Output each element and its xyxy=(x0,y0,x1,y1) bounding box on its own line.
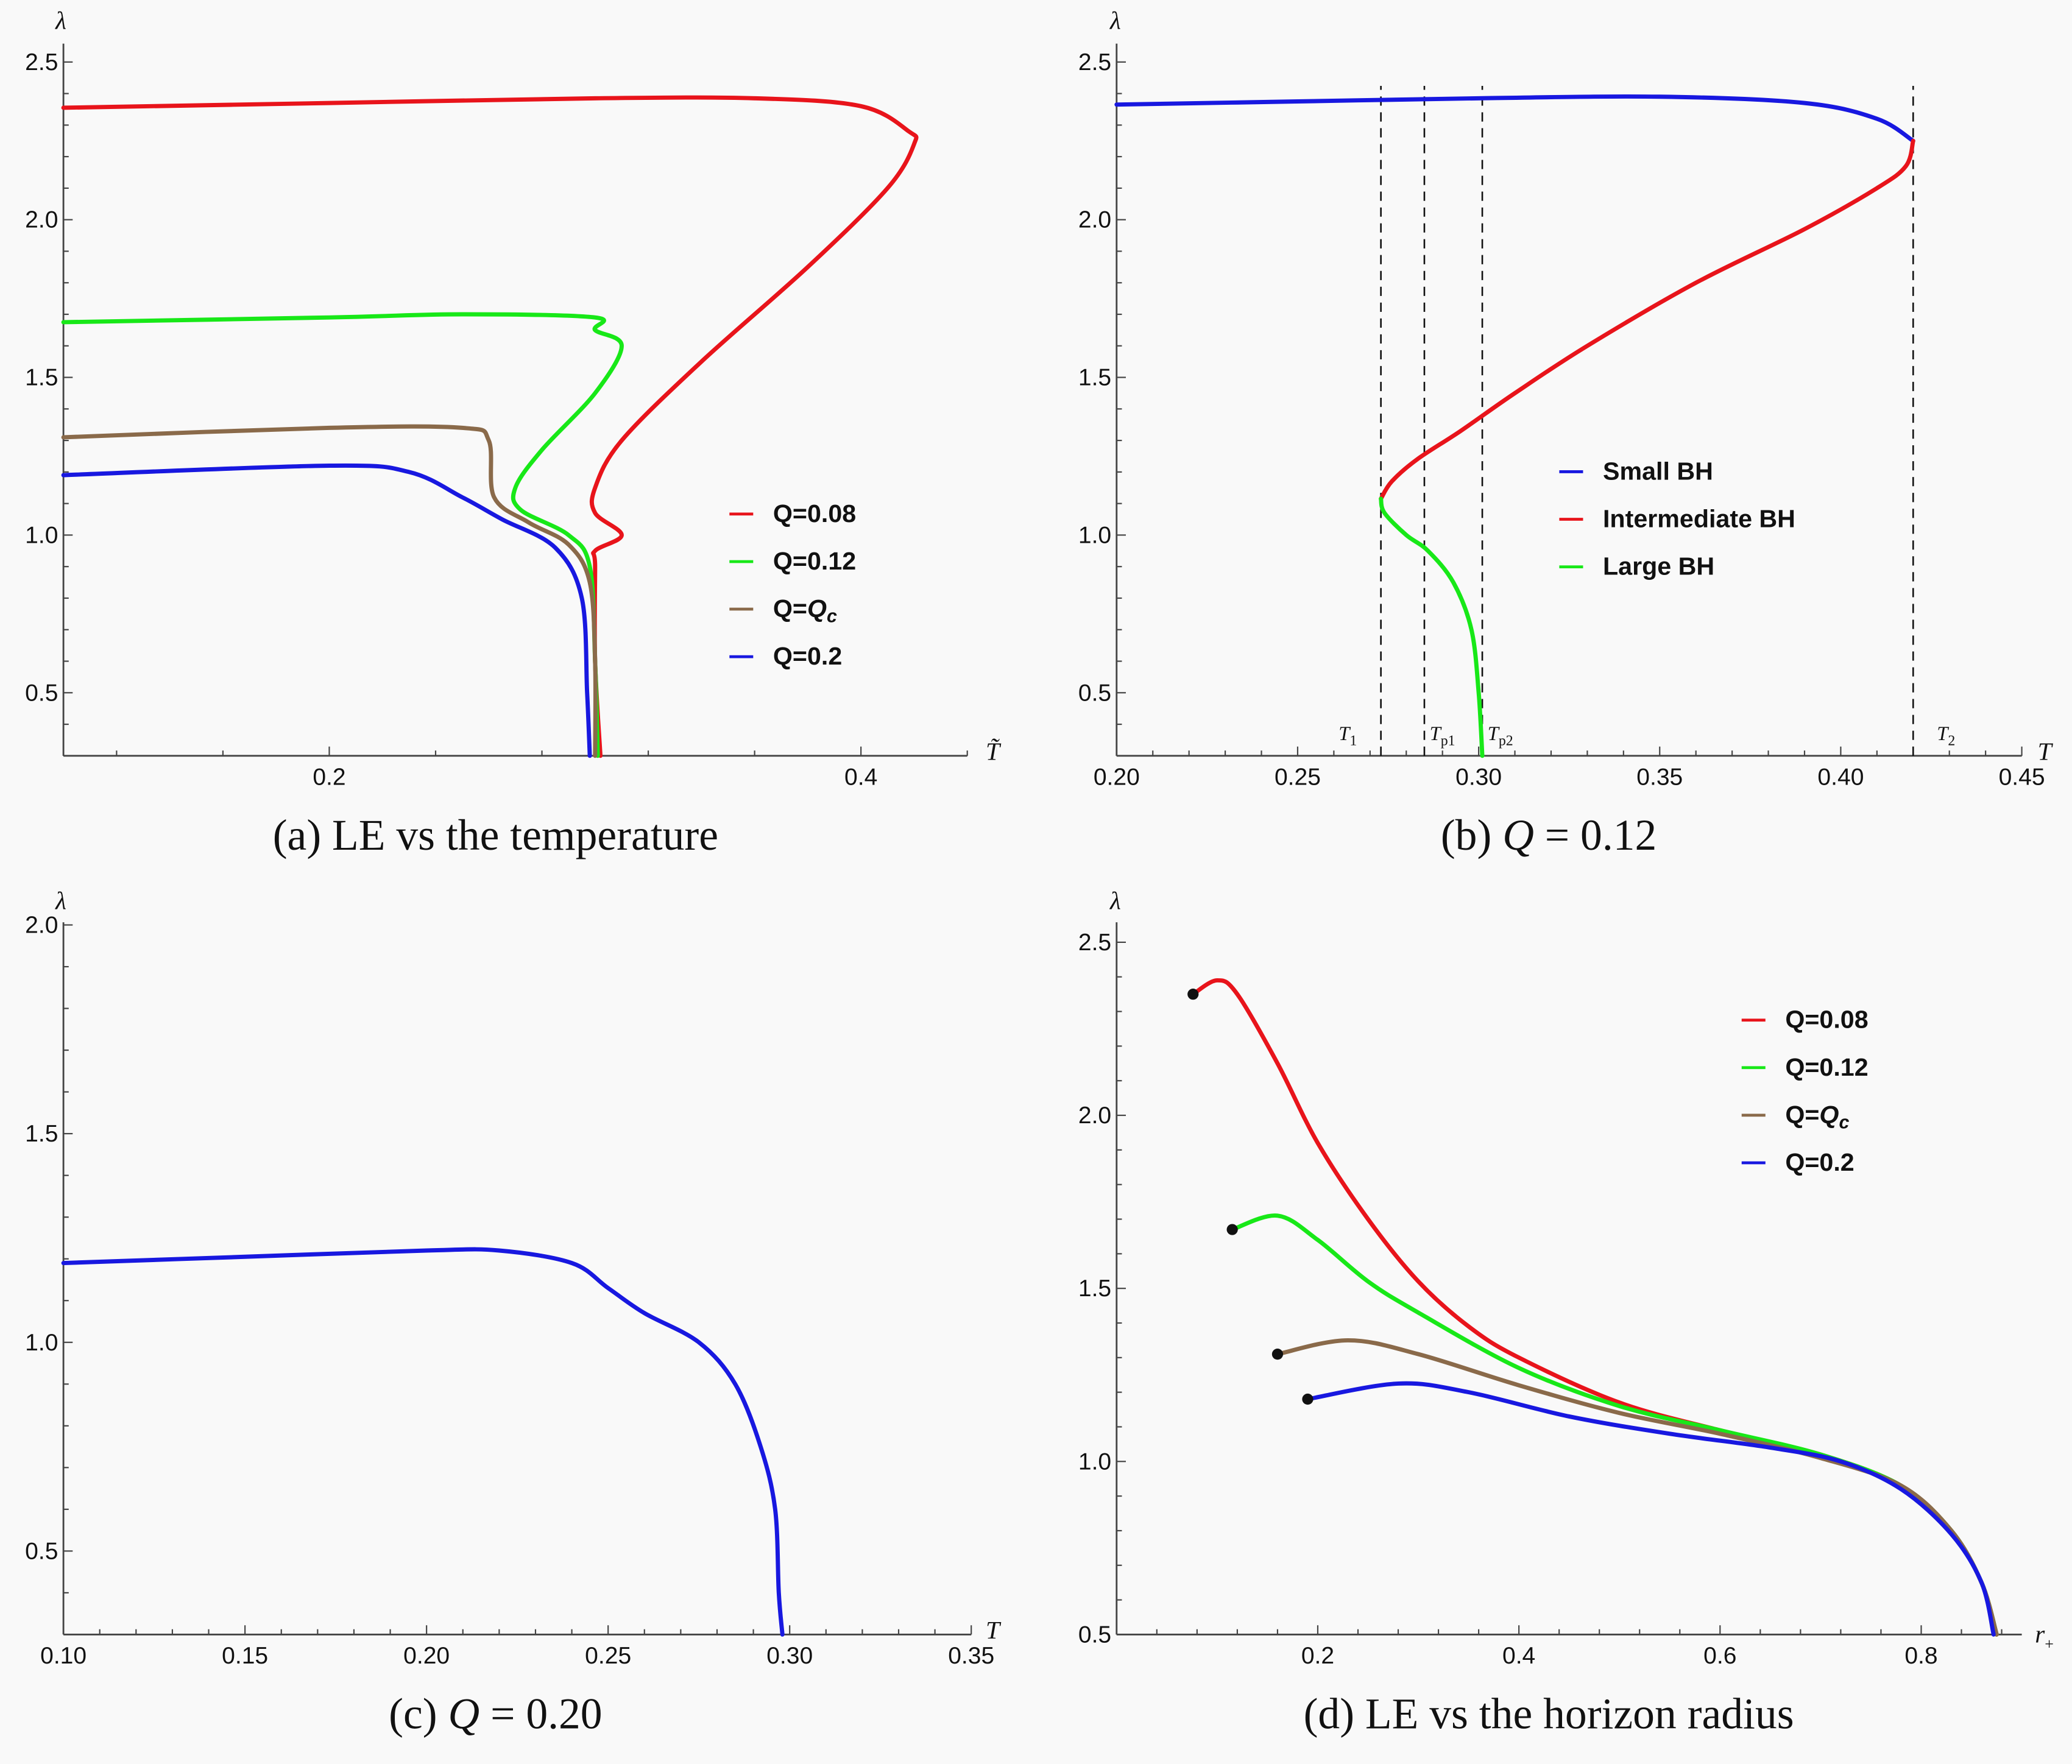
vertical-marker-label: T2 xyxy=(1937,723,1955,749)
x-tick-label: 0.30 xyxy=(1455,764,1502,791)
y-tick-label: 2.5 xyxy=(1078,930,1111,956)
x-axis-title: r+ xyxy=(2035,1620,2054,1653)
series-start-dot xyxy=(1187,989,1199,1000)
series-line-q-0-2 xyxy=(61,463,592,758)
panel-d: 0.2 0.4 0.6 0.8 0.5 1.0 1.5 2.0 2.5 λ r+ Q=0.08 Q=0.… xyxy=(1078,886,2054,1738)
y-axis-title: λ xyxy=(55,7,66,35)
y-tick-label: 1.5 xyxy=(1078,365,1111,391)
x-axis-title: T xyxy=(2038,737,2054,765)
y-tick-label: 2.0 xyxy=(25,912,58,939)
x-axis-title: T xyxy=(986,1616,1002,1644)
caption-q: Q xyxy=(448,1690,479,1738)
vertical-marker-sub: p2 xyxy=(1499,733,1513,749)
legend-label-sub: c xyxy=(827,607,837,627)
x-tick-label: 0.2 xyxy=(313,764,345,791)
legend-label: Small BH xyxy=(1603,457,1713,485)
x-tick-label: 0.15 xyxy=(222,1643,268,1669)
x-tick-label: 0.30 xyxy=(766,1643,813,1669)
y-axis-title: λ xyxy=(1109,7,1121,35)
series-line-q-qc xyxy=(1275,1338,1999,1637)
panel-caption: (c) Q = 0.20 xyxy=(389,1690,602,1738)
x-tick-label: 0.20 xyxy=(403,1643,450,1669)
series-start-dot xyxy=(1226,1224,1238,1235)
y-tick-label: 1.0 xyxy=(25,522,58,548)
x-tick-label: 0.2 xyxy=(1301,1643,1334,1669)
legend-label: Q=0.12 xyxy=(1785,1053,1868,1081)
vertical-marker-label: Tp2 xyxy=(1488,723,1513,749)
y-tick-label: 0.5 xyxy=(25,680,58,706)
legend-label: Q=0.12 xyxy=(773,547,856,575)
caption-value: = 0.20 xyxy=(479,1690,602,1738)
panel-a: 0.2 0.4 0.5 1.0 1.5 2.0 2.5 λ T̃ Q=0.08 Q=0.12 Q=Qc… xyxy=(25,7,1002,859)
series-start-dot xyxy=(1271,1349,1284,1360)
legend-label: Q=0.08 xyxy=(1785,1006,1868,1034)
y-tick-label: 0.5 xyxy=(1078,1621,1111,1648)
caption-q: Q xyxy=(1502,811,1534,859)
legend-label: Intermediate BH xyxy=(1603,505,1795,533)
vertical-marker-label: T1 xyxy=(1338,723,1357,749)
vertical-marker-label: Tp1 xyxy=(1430,723,1455,749)
panel-caption: (a) LE vs the temperature xyxy=(273,811,718,859)
x-tick-label: 0.8 xyxy=(1904,1643,1937,1669)
series-line-small-bh xyxy=(1114,94,1915,143)
vertical-marker-sub: 2 xyxy=(1948,733,1955,749)
legend-label: Q=0.2 xyxy=(1785,1148,1854,1176)
legend-label-q: Q xyxy=(807,594,827,623)
series-start-dot xyxy=(1302,1393,1314,1405)
y-tick-label: 1.0 xyxy=(1078,522,1111,548)
y-tick-label: 1.5 xyxy=(1078,1275,1111,1302)
x-axis-title-sub: + xyxy=(2045,1635,2054,1653)
x-tick-label: 0.35 xyxy=(948,1643,994,1669)
x-tick-label: 0.4 xyxy=(844,764,877,791)
x-tick-label: 0.10 xyxy=(40,1643,87,1669)
vertical-marker-sub: 1 xyxy=(1349,733,1357,749)
y-tick-label: 1.0 xyxy=(1078,1448,1111,1475)
y-tick-label: 0.5 xyxy=(25,1538,58,1564)
y-tick-label: 2.0 xyxy=(1078,1102,1111,1129)
legend-label: Q=0.2 xyxy=(773,642,842,670)
legend-label: Large BH xyxy=(1603,552,1714,580)
y-tick-label: 2.0 xyxy=(1078,207,1111,233)
legend-label-q: Q xyxy=(1819,1101,1839,1129)
vertical-marker-sub: p1 xyxy=(1441,733,1455,749)
x-axis-title: T̃ xyxy=(986,737,1002,765)
x-tick-label: 0.35 xyxy=(1636,764,1683,791)
series-line-q-0-2 xyxy=(61,1247,785,1637)
y-axis-title: λ xyxy=(1109,886,1121,914)
x-tick-label: 0.25 xyxy=(585,1643,631,1669)
panel-b: 0.20 0.25 0.30 0.35 0.40 0.45 0.5 1.0 1.5 2.0 2.5 λ… xyxy=(1078,7,2054,859)
series-line-intermediate-bh xyxy=(1379,138,1915,501)
x-tick-label: 0.25 xyxy=(1275,764,1321,791)
panel-caption: (b) Q = 0.12 xyxy=(1441,811,1657,859)
series-line-q-0-12 xyxy=(61,312,624,758)
series-line-q-0-08 xyxy=(61,95,919,758)
series-line-large-bh xyxy=(1379,496,1485,758)
legend-label: Q=Qc xyxy=(1785,1101,1849,1133)
x-tick-label: 0.40 xyxy=(1817,764,1864,791)
x-tick-label: 0.45 xyxy=(1999,764,2045,791)
y-tick-label: 1.0 xyxy=(25,1330,58,1356)
x-tick-label: 0.20 xyxy=(1094,764,1140,791)
y-axis-title: λ xyxy=(55,886,66,914)
x-tick-label: 0.4 xyxy=(1502,1643,1535,1669)
y-tick-label: 1.5 xyxy=(25,365,58,391)
caption-value: = 0.12 xyxy=(1534,811,1657,859)
y-tick-label: 0.5 xyxy=(1078,680,1111,706)
x-tick-label: 0.6 xyxy=(1703,1643,1736,1669)
legend-label: Q=Qc xyxy=(773,594,837,627)
legend-label: Q=0.08 xyxy=(773,499,856,527)
y-tick-label: 2.5 xyxy=(25,49,58,76)
y-tick-label: 1.5 xyxy=(25,1121,58,1147)
legend-label-sub: c xyxy=(1839,1113,1850,1133)
series-line-q-0-2 xyxy=(1305,1381,1996,1637)
y-tick-label: 2.0 xyxy=(25,207,58,233)
panel-c: 0.10 0.15 0.20 0.25 0.30 0.35 0.5 1.0 1.5 2.0λ T (c… xyxy=(25,886,1002,1738)
y-tick-label: 2.5 xyxy=(1078,49,1111,76)
series-line-q-qc xyxy=(61,424,598,758)
panel-caption: (d) LE vs the horizon radius xyxy=(1304,1690,1794,1738)
series-line-q-0-08 xyxy=(1190,978,1999,1637)
